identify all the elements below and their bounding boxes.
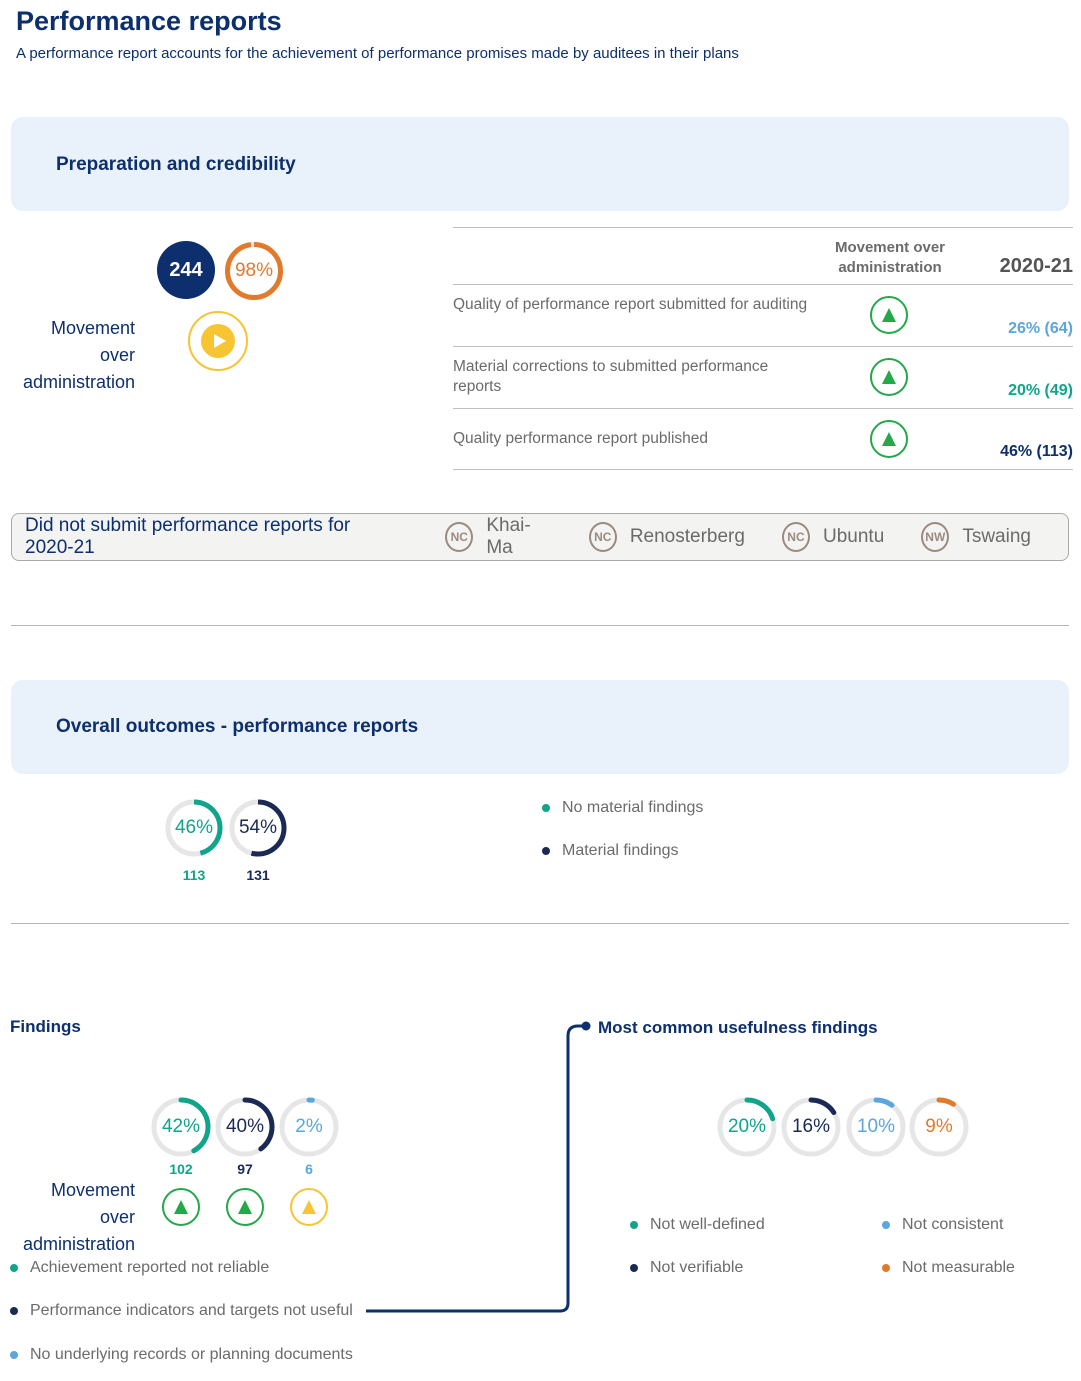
total-auditees-badge: 244 xyxy=(157,241,215,299)
municipality-name: Renosterberg xyxy=(629,526,745,547)
usefulness-donut-not-well-defined: 20% xyxy=(716,1096,778,1158)
submission-pct: 98% xyxy=(234,260,274,281)
municipality-name: Khai-Ma xyxy=(486,515,531,558)
page-title: Performance reports xyxy=(16,6,282,36)
legend-item: Not measurable xyxy=(882,1259,1015,1277)
movement-label: Movement over administration xyxy=(22,1180,135,1254)
legend-dot xyxy=(10,1307,18,1315)
table-divider xyxy=(453,284,1073,285)
table-row-label: Material corrections to submitted perfor… xyxy=(453,358,769,395)
table-divider xyxy=(453,408,1073,409)
count-label: 113 xyxy=(182,867,206,883)
not-submitted-title: Did not submit performance reports for 2… xyxy=(25,515,351,558)
page-subtitle: A performance report accounts for the ac… xyxy=(16,45,739,62)
no-material-findings-donut: 46% xyxy=(164,798,224,858)
province-badge: NC xyxy=(445,522,474,552)
column-header-movement: Movement over administration xyxy=(834,239,946,276)
legend-item: Achievement reported not reliable xyxy=(10,1259,269,1277)
legend-item: Not well-defined xyxy=(630,1216,765,1234)
legend-dot xyxy=(630,1264,638,1272)
legend-item: No material findings xyxy=(542,799,703,817)
legend-item: Material findings xyxy=(542,842,679,860)
table-divider xyxy=(453,227,1073,228)
municipality-name: Ubuntu xyxy=(823,526,885,547)
count-label: 6 xyxy=(305,1161,313,1177)
movement-label: Movement over administration xyxy=(22,318,135,392)
legend-dot xyxy=(542,804,550,812)
usefulness-donut-not-measurable: 9% xyxy=(908,1096,970,1158)
legend-dot xyxy=(882,1221,890,1229)
outcomes-section-header: Overall outcomes - performance reports xyxy=(11,680,1069,774)
usefulness-donut-not-consistent: 10% xyxy=(845,1096,907,1158)
section-title: Preparation and credibility xyxy=(56,154,296,175)
count-label: 131 xyxy=(246,867,270,883)
legend-dot xyxy=(10,1264,18,1272)
legend-item: Not consistent xyxy=(882,1216,1003,1234)
legend-dot xyxy=(882,1264,890,1272)
legend-dot xyxy=(542,847,550,855)
table-row-value: 20% (49) xyxy=(1008,382,1073,399)
findings-donut-not-reliable: 42% xyxy=(150,1096,212,1158)
findings-donut-not-useful: 40% xyxy=(214,1096,276,1158)
submission-donut: 98% xyxy=(223,240,285,302)
movement-improved-icon xyxy=(226,1188,264,1226)
count-label: 97 xyxy=(237,1161,253,1177)
usefulness-title: Most common usefulness findings xyxy=(598,1018,878,1037)
movement-improved-icon xyxy=(162,1188,200,1226)
count-label: 102 xyxy=(169,1161,193,1177)
movement-improved-icon xyxy=(870,358,908,396)
findings-title: Findings xyxy=(10,1017,81,1036)
section-divider xyxy=(11,923,1069,924)
province-badge: NW xyxy=(921,522,950,552)
movement-improved-icon xyxy=(870,420,908,458)
table-divider xyxy=(453,346,1073,347)
province-badge: NC xyxy=(588,522,617,552)
table-row-value: 46% (113) xyxy=(1000,443,1073,460)
usefulness-donut-not-verifiable: 16% xyxy=(780,1096,842,1158)
movement-improved-caution-icon xyxy=(290,1188,328,1226)
movement-improved-icon xyxy=(870,296,908,334)
legend-item: Performance indicators and targets not u… xyxy=(10,1302,353,1320)
table-divider xyxy=(453,469,1073,470)
column-header-year: 2020-21 xyxy=(999,255,1073,277)
legend-item: Not verifiable xyxy=(630,1259,743,1277)
table-row-label: Quality performance report published xyxy=(453,430,709,447)
table-row-label: Quality of performance report submitted … xyxy=(453,296,808,313)
legend-dot xyxy=(630,1221,638,1229)
preparation-section-header: Preparation and credibility xyxy=(11,117,1069,211)
connector-line xyxy=(366,1021,591,1313)
section-title: Overall outcomes - performance reports xyxy=(56,716,419,737)
table-row-value: 26% (64) xyxy=(1008,320,1073,337)
section-divider xyxy=(11,625,1069,626)
findings-donut-no-records: 2% xyxy=(278,1096,340,1158)
not-submitted-panel: Did not submit performance reports for 2… xyxy=(11,513,1069,561)
municipality-name: Tswaing xyxy=(962,526,1031,547)
movement-neutral-icon xyxy=(188,311,248,371)
material-findings-donut: 54% xyxy=(228,798,288,858)
legend-dot xyxy=(10,1351,18,1359)
legend-item: No underlying records or planning docume… xyxy=(10,1346,353,1364)
province-badge: NC xyxy=(781,522,810,552)
